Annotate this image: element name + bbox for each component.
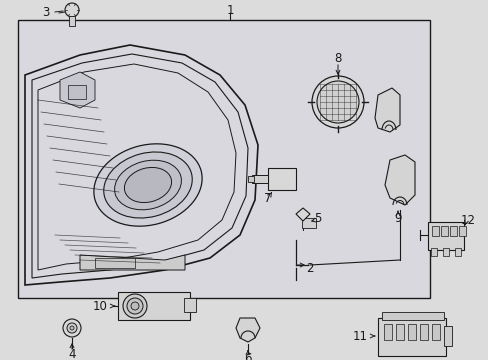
Bar bbox=[458, 226, 465, 236]
Bar bbox=[442, 248, 448, 256]
Circle shape bbox=[123, 294, 147, 318]
Text: 2: 2 bbox=[305, 261, 313, 274]
Bar bbox=[431, 324, 439, 340]
Text: 11: 11 bbox=[352, 329, 367, 342]
Ellipse shape bbox=[114, 160, 181, 210]
Bar bbox=[454, 248, 460, 256]
Circle shape bbox=[65, 3, 79, 17]
Text: 3: 3 bbox=[42, 6, 50, 19]
Text: 5: 5 bbox=[314, 211, 321, 225]
Bar bbox=[430, 248, 436, 256]
Text: 8: 8 bbox=[334, 51, 341, 64]
Bar bbox=[381, 312, 443, 320]
Bar bbox=[427, 222, 463, 250]
Text: 12: 12 bbox=[460, 213, 474, 226]
Polygon shape bbox=[80, 255, 184, 270]
Ellipse shape bbox=[316, 81, 358, 123]
Polygon shape bbox=[60, 72, 95, 108]
Bar bbox=[251, 175, 267, 183]
Bar bbox=[95, 258, 135, 268]
Polygon shape bbox=[384, 155, 414, 205]
Text: 10: 10 bbox=[93, 300, 108, 312]
Bar bbox=[407, 324, 415, 340]
Bar bbox=[247, 176, 253, 182]
Bar bbox=[18, 20, 429, 298]
Bar bbox=[68, 85, 86, 99]
Text: 6: 6 bbox=[244, 351, 251, 360]
Circle shape bbox=[70, 326, 74, 330]
Bar bbox=[267, 168, 295, 190]
Ellipse shape bbox=[311, 76, 363, 128]
Circle shape bbox=[67, 323, 77, 333]
Bar bbox=[118, 292, 190, 320]
Bar bbox=[431, 226, 438, 236]
Polygon shape bbox=[295, 208, 309, 221]
Bar bbox=[183, 298, 196, 312]
Ellipse shape bbox=[103, 152, 192, 218]
Text: 9: 9 bbox=[393, 211, 401, 225]
Polygon shape bbox=[38, 64, 236, 270]
Bar bbox=[383, 324, 391, 340]
Bar bbox=[443, 326, 451, 346]
Circle shape bbox=[63, 319, 81, 337]
Ellipse shape bbox=[94, 144, 202, 226]
Circle shape bbox=[131, 302, 139, 310]
Bar bbox=[302, 218, 315, 228]
Circle shape bbox=[127, 298, 142, 314]
Text: 4: 4 bbox=[68, 348, 76, 360]
Bar bbox=[440, 226, 447, 236]
Bar bbox=[419, 324, 427, 340]
Bar bbox=[449, 226, 456, 236]
Ellipse shape bbox=[124, 167, 171, 203]
Bar bbox=[395, 324, 403, 340]
Polygon shape bbox=[25, 45, 258, 285]
Polygon shape bbox=[32, 54, 247, 278]
Polygon shape bbox=[236, 318, 260, 342]
Bar bbox=[69, 16, 75, 26]
Text: 1: 1 bbox=[226, 4, 233, 17]
Text: 7: 7 bbox=[264, 192, 271, 204]
Bar bbox=[377, 318, 445, 356]
Polygon shape bbox=[374, 88, 399, 132]
